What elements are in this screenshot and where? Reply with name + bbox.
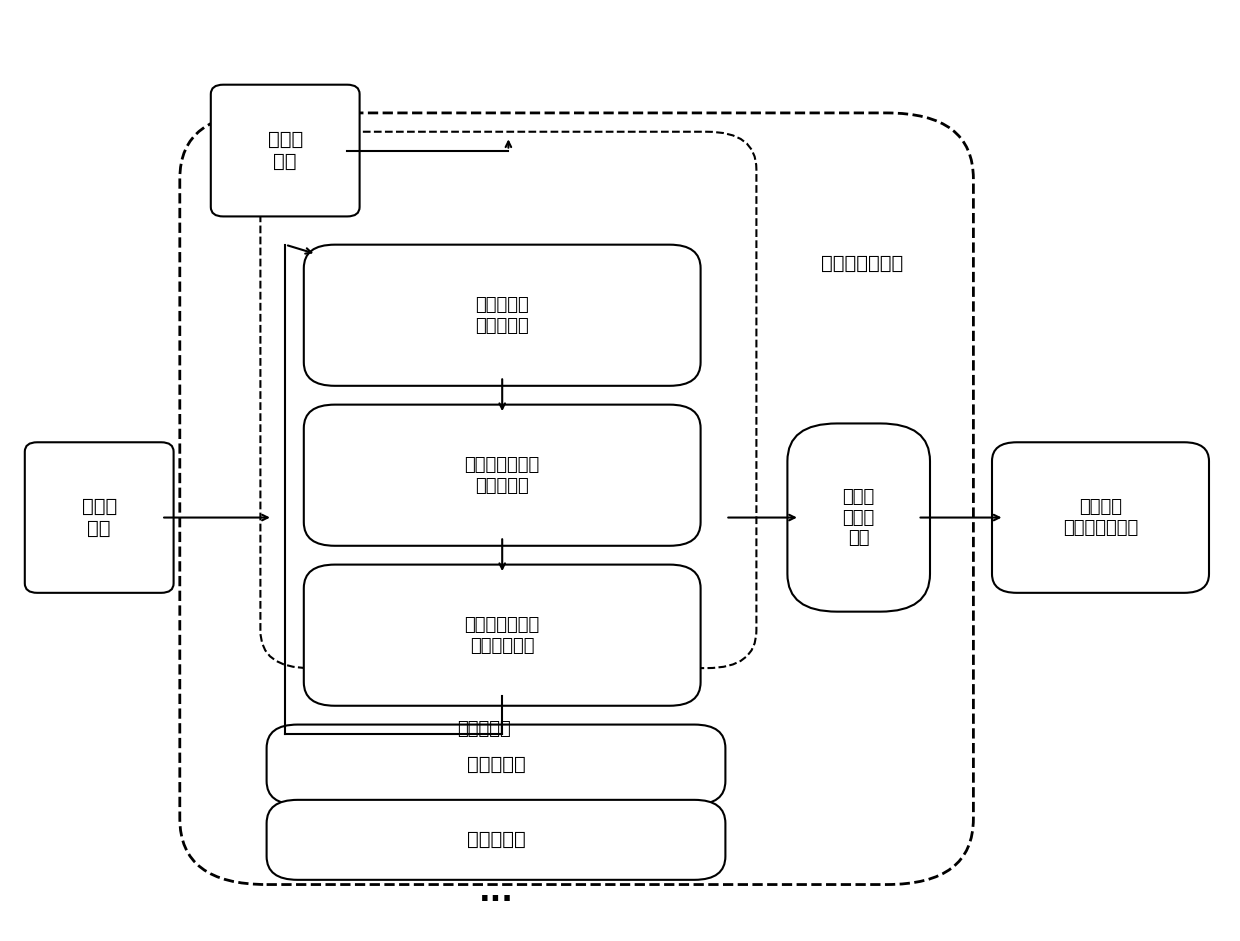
Text: 强化分类器模型: 强化分类器模型 bbox=[821, 254, 903, 273]
Text: 各决策
树结果
投票: 各决策 树结果 投票 bbox=[842, 487, 875, 548]
FancyBboxPatch shape bbox=[787, 423, 930, 612]
FancyBboxPatch shape bbox=[211, 85, 360, 216]
Text: 预测结果
（离散化标签）: 预测结果 （离散化标签） bbox=[1063, 498, 1138, 537]
FancyBboxPatch shape bbox=[267, 725, 725, 805]
Text: 逐选择最优节点
分裂子节点: 逐选择最优节点 分裂子节点 bbox=[465, 455, 539, 495]
Text: 决策树模型: 决策树模型 bbox=[466, 830, 526, 850]
FancyBboxPatch shape bbox=[304, 565, 701, 706]
FancyBboxPatch shape bbox=[25, 442, 174, 593]
Text: 测试集
数据: 测试集 数据 bbox=[268, 130, 303, 171]
FancyBboxPatch shape bbox=[267, 800, 725, 880]
FancyBboxPatch shape bbox=[304, 405, 701, 546]
Text: ···: ··· bbox=[479, 886, 513, 915]
Text: 决策树模型: 决策树模型 bbox=[466, 755, 526, 774]
Text: 决策树模型: 决策树模型 bbox=[456, 720, 511, 739]
FancyBboxPatch shape bbox=[992, 442, 1209, 593]
Text: 检测是否达到最
优决策树结构: 检测是否达到最 优决策树结构 bbox=[465, 615, 539, 655]
Text: 训练集
数据: 训练集 数据 bbox=[82, 497, 117, 538]
FancyBboxPatch shape bbox=[304, 245, 701, 386]
Text: 逐属性计算
信息增益率: 逐属性计算 信息增益率 bbox=[475, 295, 529, 335]
